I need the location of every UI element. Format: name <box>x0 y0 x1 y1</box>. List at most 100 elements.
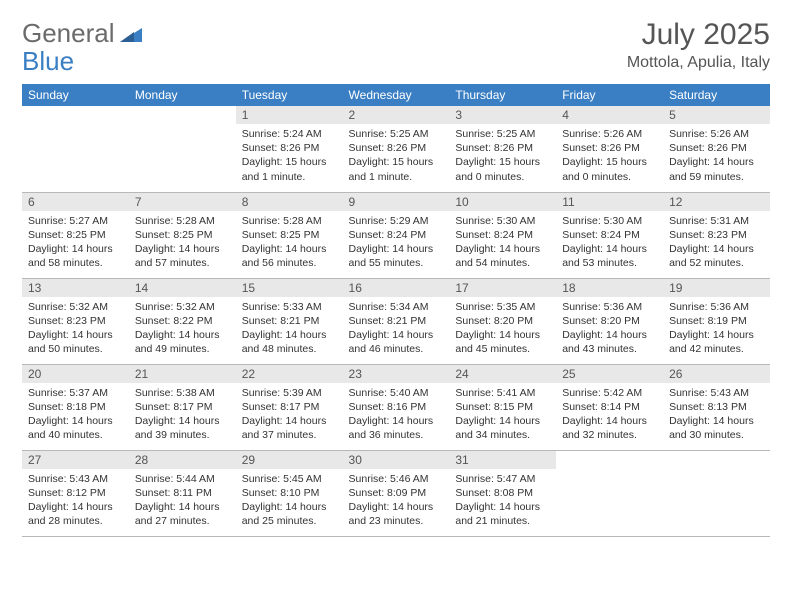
day-details: Sunrise: 5:29 AMSunset: 8:24 PMDaylight:… <box>343 211 450 275</box>
calendar-table: SundayMondayTuesdayWednesdayThursdayFrid… <box>22 84 770 537</box>
calendar-cell <box>22 106 129 192</box>
sunset-text: Sunset: 8:17 PM <box>135 400 230 414</box>
day-number: 23 <box>343 365 450 383</box>
calendar-cell: 5Sunrise: 5:26 AMSunset: 8:26 PMDaylight… <box>663 106 770 192</box>
sunset-text: Sunset: 8:25 PM <box>28 228 123 242</box>
day-details: Sunrise: 5:26 AMSunset: 8:26 PMDaylight:… <box>663 124 770 188</box>
sunrise-text: Sunrise: 5:30 AM <box>455 214 550 228</box>
daylight-text: Daylight: 14 hours and 46 minutes. <box>349 328 444 356</box>
calendar-cell: 30Sunrise: 5:46 AMSunset: 8:09 PMDayligh… <box>343 450 450 536</box>
calendar-cell: 9Sunrise: 5:29 AMSunset: 8:24 PMDaylight… <box>343 192 450 278</box>
day-number: 1 <box>236 106 343 124</box>
weekday-header-row: SundayMondayTuesdayWednesdayThursdayFrid… <box>22 84 770 106</box>
sunrise-text: Sunrise: 5:32 AM <box>135 300 230 314</box>
calendar-cell: 15Sunrise: 5:33 AMSunset: 8:21 PMDayligh… <box>236 278 343 364</box>
sunset-text: Sunset: 8:26 PM <box>242 141 337 155</box>
day-details: Sunrise: 5:27 AMSunset: 8:25 PMDaylight:… <box>22 211 129 275</box>
calendar-cell: 19Sunrise: 5:36 AMSunset: 8:19 PMDayligh… <box>663 278 770 364</box>
day-number: 11 <box>556 193 663 211</box>
day-details: Sunrise: 5:28 AMSunset: 8:25 PMDaylight:… <box>129 211 236 275</box>
calendar-cell: 18Sunrise: 5:36 AMSunset: 8:20 PMDayligh… <box>556 278 663 364</box>
daylight-text: Daylight: 14 hours and 49 minutes. <box>135 328 230 356</box>
day-number: 6 <box>22 193 129 211</box>
daylight-text: Daylight: 14 hours and 48 minutes. <box>242 328 337 356</box>
calendar-cell: 10Sunrise: 5:30 AMSunset: 8:24 PMDayligh… <box>449 192 556 278</box>
day-details: Sunrise: 5:34 AMSunset: 8:21 PMDaylight:… <box>343 297 450 361</box>
daylight-text: Daylight: 14 hours and 36 minutes. <box>349 414 444 442</box>
daylight-text: Daylight: 14 hours and 40 minutes. <box>28 414 123 442</box>
calendar-cell <box>663 450 770 536</box>
calendar-cell: 1Sunrise: 5:24 AMSunset: 8:26 PMDaylight… <box>236 106 343 192</box>
calendar-cell: 21Sunrise: 5:38 AMSunset: 8:17 PMDayligh… <box>129 364 236 450</box>
day-number: 16 <box>343 279 450 297</box>
sunrise-text: Sunrise: 5:26 AM <box>669 127 764 141</box>
calendar-cell: 17Sunrise: 5:35 AMSunset: 8:20 PMDayligh… <box>449 278 556 364</box>
calendar-cell: 2Sunrise: 5:25 AMSunset: 8:26 PMDaylight… <box>343 106 450 192</box>
sunrise-text: Sunrise: 5:28 AM <box>135 214 230 228</box>
sunrise-text: Sunrise: 5:31 AM <box>669 214 764 228</box>
calendar-cell: 14Sunrise: 5:32 AMSunset: 8:22 PMDayligh… <box>129 278 236 364</box>
sunrise-text: Sunrise: 5:41 AM <box>455 386 550 400</box>
day-details: Sunrise: 5:25 AMSunset: 8:26 PMDaylight:… <box>449 124 556 188</box>
day-details: Sunrise: 5:43 AMSunset: 8:13 PMDaylight:… <box>663 383 770 447</box>
sunset-text: Sunset: 8:26 PM <box>349 141 444 155</box>
sunrise-text: Sunrise: 5:43 AM <box>28 472 123 486</box>
sunset-text: Sunset: 8:15 PM <box>455 400 550 414</box>
logo-text-1: General <box>22 18 115 49</box>
sunrise-text: Sunrise: 5:46 AM <box>349 472 444 486</box>
day-number: 18 <box>556 279 663 297</box>
sunrise-text: Sunrise: 5:29 AM <box>349 214 444 228</box>
day-details: Sunrise: 5:32 AMSunset: 8:23 PMDaylight:… <box>22 297 129 361</box>
calendar-cell: 8Sunrise: 5:28 AMSunset: 8:25 PMDaylight… <box>236 192 343 278</box>
calendar-week-row: 27Sunrise: 5:43 AMSunset: 8:12 PMDayligh… <box>22 450 770 536</box>
day-details: Sunrise: 5:32 AMSunset: 8:22 PMDaylight:… <box>129 297 236 361</box>
sunrise-text: Sunrise: 5:38 AM <box>135 386 230 400</box>
sunset-text: Sunset: 8:22 PM <box>135 314 230 328</box>
calendar-cell: 25Sunrise: 5:42 AMSunset: 8:14 PMDayligh… <box>556 364 663 450</box>
sunrise-text: Sunrise: 5:32 AM <box>28 300 123 314</box>
sunset-text: Sunset: 8:26 PM <box>669 141 764 155</box>
weekday-header: Monday <box>129 84 236 106</box>
day-details: Sunrise: 5:26 AMSunset: 8:26 PMDaylight:… <box>556 124 663 188</box>
day-details: Sunrise: 5:41 AMSunset: 8:15 PMDaylight:… <box>449 383 556 447</box>
sunrise-text: Sunrise: 5:25 AM <box>349 127 444 141</box>
logo-text-2: Blue <box>22 46 74 77</box>
daylight-text: Daylight: 14 hours and 34 minutes. <box>455 414 550 442</box>
sunset-text: Sunset: 8:18 PM <box>28 400 123 414</box>
day-number: 10 <box>449 193 556 211</box>
daylight-text: Daylight: 14 hours and 25 minutes. <box>242 500 337 528</box>
sunset-text: Sunset: 8:12 PM <box>28 486 123 500</box>
sunset-text: Sunset: 8:09 PM <box>349 486 444 500</box>
sunset-text: Sunset: 8:20 PM <box>455 314 550 328</box>
sunrise-text: Sunrise: 5:40 AM <box>349 386 444 400</box>
calendar-cell: 11Sunrise: 5:30 AMSunset: 8:24 PMDayligh… <box>556 192 663 278</box>
sunrise-text: Sunrise: 5:28 AM <box>242 214 337 228</box>
sunrise-text: Sunrise: 5:36 AM <box>562 300 657 314</box>
sunset-text: Sunset: 8:23 PM <box>28 314 123 328</box>
day-details: Sunrise: 5:36 AMSunset: 8:19 PMDaylight:… <box>663 297 770 361</box>
daylight-text: Daylight: 14 hours and 55 minutes. <box>349 242 444 270</box>
daylight-text: Daylight: 14 hours and 39 minutes. <box>135 414 230 442</box>
daylight-text: Daylight: 14 hours and 52 minutes. <box>669 242 764 270</box>
calendar-cell: 3Sunrise: 5:25 AMSunset: 8:26 PMDaylight… <box>449 106 556 192</box>
sunset-text: Sunset: 8:21 PM <box>242 314 337 328</box>
header: General July 2025 Mottola, Apulia, Italy <box>22 18 770 72</box>
title-block: July 2025 Mottola, Apulia, Italy <box>627 18 770 72</box>
sunrise-text: Sunrise: 5:24 AM <box>242 127 337 141</box>
calendar-cell: 27Sunrise: 5:43 AMSunset: 8:12 PMDayligh… <box>22 450 129 536</box>
day-number: 12 <box>663 193 770 211</box>
day-number: 24 <box>449 365 556 383</box>
calendar-cell: 24Sunrise: 5:41 AMSunset: 8:15 PMDayligh… <box>449 364 556 450</box>
day-details: Sunrise: 5:25 AMSunset: 8:26 PMDaylight:… <box>343 124 450 188</box>
daylight-text: Daylight: 15 hours and 0 minutes. <box>455 155 550 183</box>
day-details: Sunrise: 5:40 AMSunset: 8:16 PMDaylight:… <box>343 383 450 447</box>
sunset-text: Sunset: 8:24 PM <box>562 228 657 242</box>
location: Mottola, Apulia, Italy <box>627 54 770 72</box>
sunset-text: Sunset: 8:24 PM <box>349 228 444 242</box>
sunset-text: Sunset: 8:26 PM <box>455 141 550 155</box>
weekday-header: Thursday <box>449 84 556 106</box>
daylight-text: Daylight: 14 hours and 57 minutes. <box>135 242 230 270</box>
sunrise-text: Sunrise: 5:27 AM <box>28 214 123 228</box>
month-title: July 2025 <box>627 18 770 52</box>
sunset-text: Sunset: 8:11 PM <box>135 486 230 500</box>
